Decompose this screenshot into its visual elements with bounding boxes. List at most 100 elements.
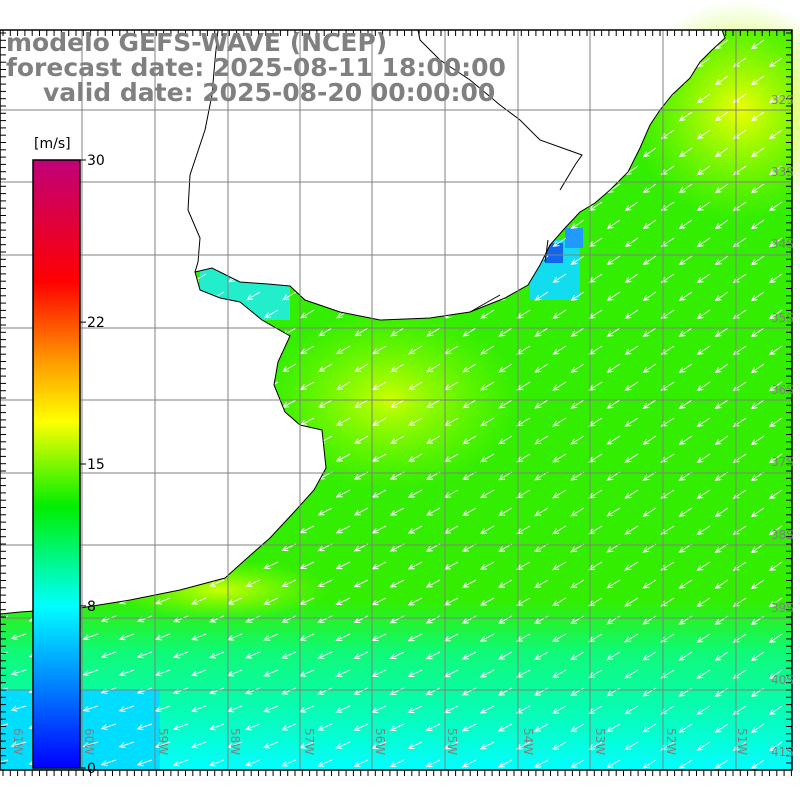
wind-arrow bbox=[642, 759, 657, 769]
latitude-label: 35S bbox=[771, 311, 794, 325]
wind-arrow bbox=[714, 759, 729, 769]
wind-arrow bbox=[335, 417, 351, 426]
wind-arrow bbox=[570, 399, 585, 409]
wind-arrow bbox=[624, 489, 639, 499]
wind-arrow bbox=[389, 615, 405, 624]
wind-arrow bbox=[534, 507, 549, 517]
wind-arrow bbox=[696, 93, 711, 104]
wind-arrow bbox=[660, 201, 675, 212]
wind-arrow bbox=[624, 273, 639, 283]
wind-arrow bbox=[408, 381, 423, 391]
wind-arrow bbox=[335, 489, 351, 498]
wind-arrow bbox=[479, 669, 495, 678]
wind-arrow bbox=[516, 381, 531, 391]
longitude-label: 56W bbox=[373, 728, 387, 755]
wind-arrow bbox=[282, 291, 297, 301]
wind-arrow bbox=[750, 219, 765, 230]
wind-arrow bbox=[552, 597, 567, 607]
wind-arrow bbox=[461, 615, 477, 624]
wind-arrow bbox=[714, 75, 729, 86]
wind-arrow bbox=[624, 561, 639, 571]
wind-arrow bbox=[10, 633, 27, 640]
wind-arrow bbox=[551, 669, 567, 678]
wind-arrow bbox=[696, 597, 711, 607]
wind-arrow bbox=[678, 759, 693, 769]
wind-arrow bbox=[0, 759, 9, 763]
wind-arrow bbox=[714, 219, 729, 230]
wind-arrow bbox=[696, 237, 711, 248]
wind-arrow bbox=[335, 633, 351, 641]
wind-arrow bbox=[678, 723, 693, 733]
wind-arrow bbox=[678, 255, 693, 266]
wind-arrow bbox=[263, 741, 279, 749]
wind-arrow bbox=[371, 417, 387, 426]
wind-arrow bbox=[642, 651, 657, 661]
wind-arrow bbox=[624, 705, 639, 715]
wind-arrow bbox=[534, 327, 549, 337]
wind-arrow bbox=[480, 345, 495, 355]
wind-arrow bbox=[678, 111, 693, 122]
wind-arrow bbox=[263, 633, 279, 641]
wind-arrow bbox=[624, 381, 639, 391]
wind-arrow bbox=[10, 705, 27, 712]
wind-arrow bbox=[154, 633, 171, 641]
longitude-label: 53W bbox=[593, 728, 607, 755]
wind-arrow bbox=[606, 255, 621, 265]
wind-arrow bbox=[479, 597, 495, 606]
wind-arrow bbox=[678, 651, 693, 661]
wind-arrow bbox=[714, 435, 729, 446]
wind-arrow bbox=[696, 273, 711, 284]
wind-arrow bbox=[354, 327, 369, 337]
wind-arrow bbox=[714, 363, 729, 374]
latitude-label: 39S bbox=[771, 601, 794, 615]
colorbar: [m/s] 30 22 15 8 0 bbox=[32, 136, 105, 777]
wind-arrow bbox=[353, 615, 369, 624]
wind-arrow bbox=[335, 525, 351, 534]
wind-arrow bbox=[588, 381, 603, 391]
wind-arrow bbox=[480, 381, 495, 391]
wind-arrow bbox=[371, 525, 387, 534]
wind-arrow bbox=[750, 147, 765, 158]
wind-arrow bbox=[516, 309, 531, 319]
wind-arrow bbox=[750, 507, 765, 518]
wind-arrow bbox=[407, 741, 423, 749]
wind-arrow bbox=[588, 345, 603, 355]
wind-arrow bbox=[570, 291, 585, 301]
wind-arrow bbox=[678, 507, 693, 517]
wind-arrow bbox=[281, 651, 297, 659]
wind-arrow bbox=[390, 327, 405, 337]
wind-arrow bbox=[606, 363, 621, 373]
wind-arrow bbox=[335, 705, 351, 713]
wind-arrow bbox=[606, 759, 621, 769]
wind-arrow bbox=[750, 579, 765, 590]
wind-arrow bbox=[407, 525, 423, 534]
wind-arrow bbox=[624, 417, 639, 427]
wind-arrow bbox=[768, 705, 783, 716]
wind-arrow bbox=[515, 561, 531, 571]
wind-arrow bbox=[191, 633, 207, 641]
wind-arrow bbox=[353, 651, 369, 659]
wind-arrow bbox=[570, 507, 585, 517]
wind-arrow bbox=[498, 363, 513, 373]
wind-arrow bbox=[768, 165, 783, 176]
wind-arrow bbox=[570, 219, 585, 230]
wind-arrow bbox=[714, 291, 729, 302]
wind-arrow bbox=[497, 579, 513, 588]
wind-arrow bbox=[642, 435, 657, 445]
wind-arrow bbox=[263, 597, 279, 605]
wind-arrow bbox=[353, 507, 369, 516]
land-mass bbox=[0, 29, 726, 615]
wind-arrow bbox=[497, 651, 513, 660]
wind-arrow bbox=[642, 723, 657, 733]
wind-arrow bbox=[642, 579, 657, 589]
wind-arrow bbox=[768, 561, 783, 572]
wind-arrow bbox=[425, 651, 441, 660]
wind-arrow bbox=[569, 687, 585, 697]
wind-arrow bbox=[696, 381, 711, 392]
wind-arrow bbox=[515, 741, 531, 750]
wind-arrow bbox=[208, 723, 225, 731]
wind-arrow bbox=[714, 255, 729, 266]
wind-arrow bbox=[768, 489, 783, 500]
wind-arrow bbox=[714, 111, 729, 122]
wind-arrow bbox=[461, 687, 477, 696]
